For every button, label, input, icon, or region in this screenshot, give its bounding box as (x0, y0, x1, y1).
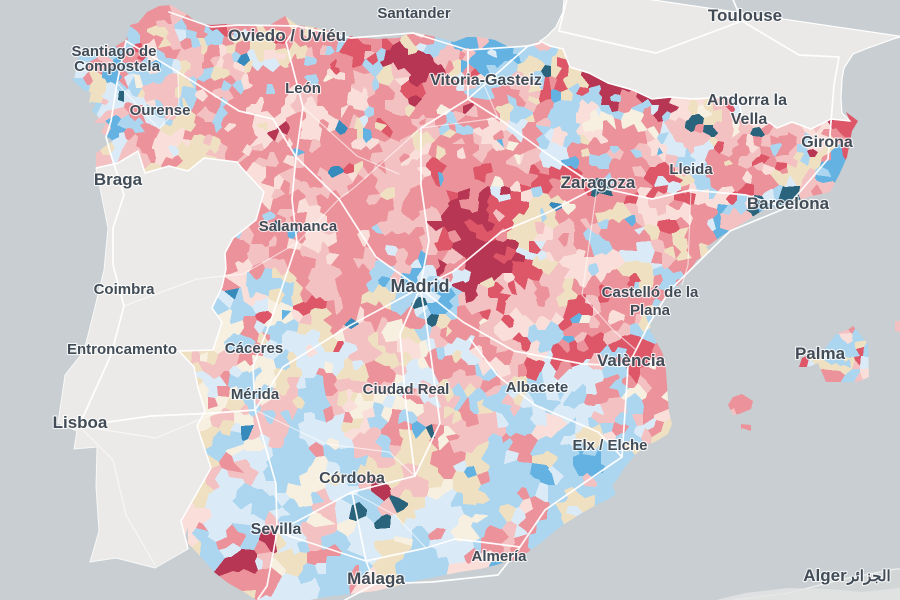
svg-text:Alger: Alger (803, 566, 847, 585)
svg-text:Ciudad Real: Ciudad Real (363, 381, 450, 398)
svg-text:Sevilla: Sevilla (251, 521, 302, 538)
svg-text:الجزائر: الجزائر (846, 568, 890, 585)
svg-text:Compostela: Compostela (74, 58, 161, 75)
svg-text:Entroncamento: Entroncamento (67, 341, 177, 358)
svg-text:Lleida: Lleida (669, 161, 713, 178)
svg-text:Córdoba: Córdoba (319, 470, 385, 487)
svg-text:Albacete: Albacete (506, 379, 569, 396)
svg-text:Zaragoza: Zaragoza (561, 173, 636, 192)
svg-text:Andorra la: Andorra la (707, 92, 787, 109)
svg-text:Barcelona: Barcelona (747, 194, 830, 213)
svg-text:León: León (285, 80, 321, 97)
svg-text:Castelló de la: Castelló de la (602, 284, 699, 301)
svg-text:Salamanca: Salamanca (259, 218, 338, 235)
svg-text:Vella: Vella (731, 111, 768, 128)
svg-text:Plana: Plana (630, 302, 671, 319)
svg-text:Lisboa: Lisboa (53, 413, 108, 432)
svg-text:València: València (597, 351, 666, 370)
svg-text:Toulouse: Toulouse (708, 6, 782, 25)
svg-text:Braga: Braga (94, 170, 143, 189)
svg-text:Mérida: Mérida (231, 386, 280, 403)
svg-text:Cáceres: Cáceres (225, 340, 283, 357)
svg-text:Coimbra: Coimbra (94, 281, 156, 298)
svg-text:Girona: Girona (801, 134, 853, 151)
svg-text:Santiago de: Santiago de (71, 43, 156, 60)
svg-text:Almería: Almería (471, 548, 527, 565)
svg-text:Oviedo / Uviéu: Oviedo / Uviéu (228, 26, 346, 45)
svg-text:Vitoria-Gasteiz: Vitoria-Gasteiz (430, 72, 542, 89)
svg-text:Ourense: Ourense (130, 102, 191, 119)
svg-text:Palma: Palma (795, 344, 846, 363)
svg-text:Santander: Santander (377, 5, 451, 22)
svg-text:Málaga: Málaga (347, 569, 405, 588)
svg-text:Elx / Elche: Elx / Elche (572, 437, 647, 454)
svg-text:Madrid: Madrid (390, 276, 449, 296)
